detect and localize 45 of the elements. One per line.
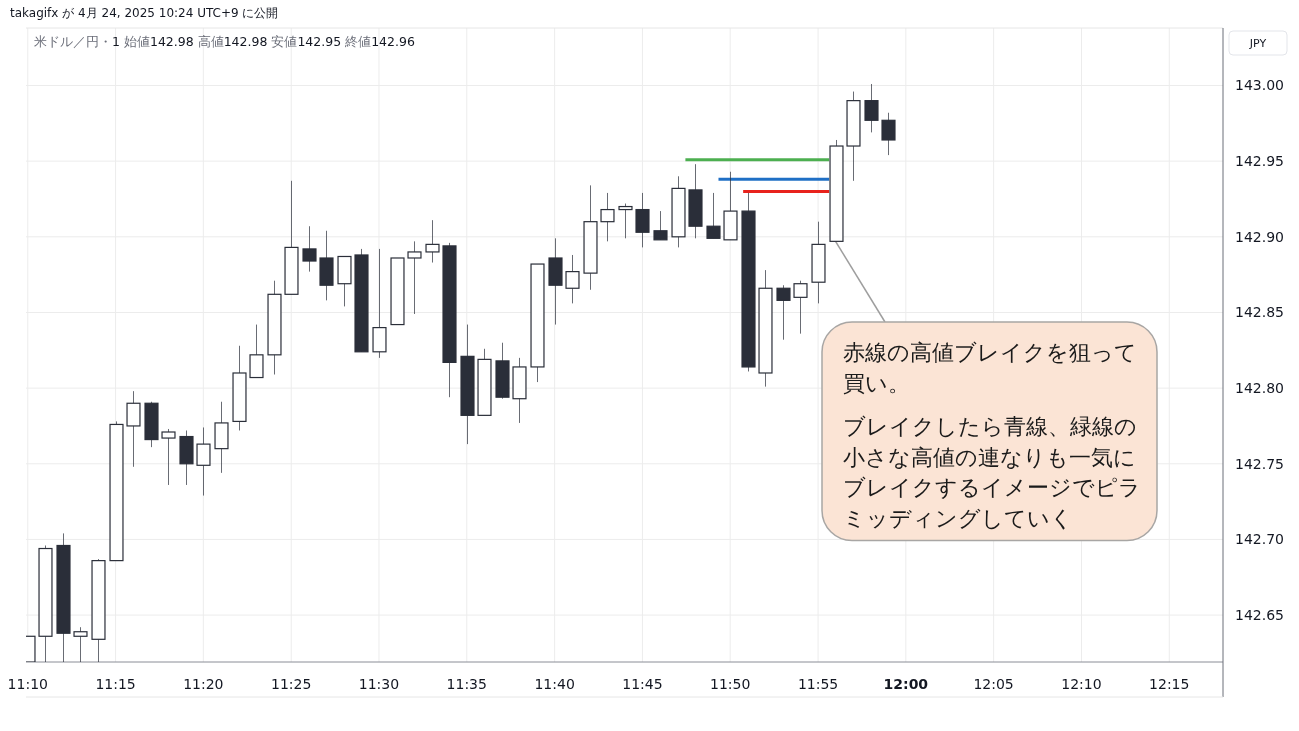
candlestick	[881, 112, 896, 156]
y-tick-label: 142.75	[1235, 455, 1284, 472]
x-tick-label: 12:00	[883, 676, 929, 692]
x-tick-label: 11:45	[622, 676, 663, 692]
candlestick	[126, 390, 141, 468]
x-tick-label: 11:50	[710, 676, 751, 692]
candlestick	[600, 192, 615, 242]
candlestick	[706, 192, 721, 239]
x-tick-label: 11:35	[446, 676, 487, 692]
candlestick	[618, 203, 633, 239]
candlestick	[196, 426, 211, 497]
candlestick	[653, 210, 668, 241]
candlestick	[407, 240, 422, 315]
x-tick-label: 12:05	[973, 676, 1014, 692]
candlestick	[635, 192, 650, 248]
candlestick	[302, 225, 317, 273]
x-tick-label: 11:10	[7, 676, 48, 692]
candlestick	[73, 626, 88, 662]
x-tick-label: 12:10	[1061, 676, 1102, 692]
x-tick-label: 11:55	[797, 676, 839, 692]
y-tick-label: 142.70	[1235, 531, 1284, 548]
candlestick	[793, 280, 808, 335]
x-tick-label: 11:30	[358, 676, 400, 692]
y-axis-title: JPY	[1248, 36, 1267, 50]
x-tick-label: 12:15	[1149, 676, 1190, 692]
annotation: 赤線の高値ブレイクを狙って買い。	[843, 340, 1137, 396]
y-tick-label: 143.00	[1235, 77, 1284, 94]
y-tick-label: 142.65	[1235, 607, 1284, 624]
y-tick-label: 142.85	[1235, 304, 1284, 321]
chart-title: takagifx が 4月 24, 2025 10:24 UTC+9 に公開	[10, 6, 279, 20]
candlestick	[776, 284, 791, 341]
x-tick-label: 11:25	[271, 676, 312, 692]
y-tick-label: 142.90	[1235, 228, 1284, 245]
x-tick-label: 11:40	[534, 676, 575, 692]
candlestick	[565, 254, 580, 304]
candlestick	[425, 219, 440, 264]
x-tick-label: 11:15	[95, 676, 136, 692]
candlestick	[864, 83, 879, 133]
y-tick-label: 142.95	[1235, 153, 1284, 170]
y-tick-label: 142.80	[1235, 380, 1284, 397]
text: 米ドル／円・1 始値142.98 高値142.98 安値142.95 終値142.96	[34, 34, 415, 49]
candlestick	[161, 428, 176, 486]
x-tick-label: 11:20	[183, 676, 224, 692]
annotation: ブレイクしたら青線、緑線の小さな高値の連なりも一気にブレイクするイメージでピラミッディングしていく	[843, 414, 1141, 531]
candlestick	[249, 324, 264, 379]
